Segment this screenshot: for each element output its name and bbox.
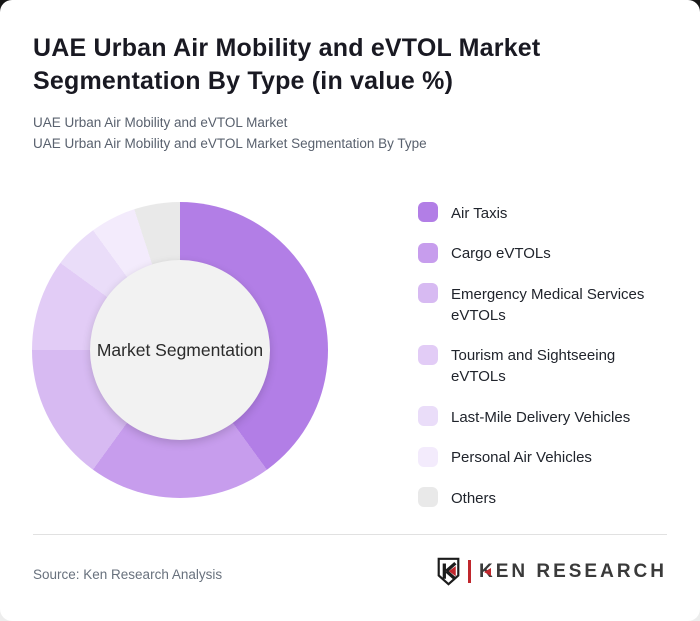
donut-center-label: Market Segmentation: [96, 339, 264, 360]
legend-label: Personal Air Vehicles: [451, 449, 592, 466]
legend-label: Others: [451, 489, 497, 507]
brand-label: KEN RESEARCH: [478, 560, 667, 582]
legend-item: Tourism and Sightseeing eVTOLs: [418, 344, 666, 388]
logo-divider-bar: [467, 560, 471, 583]
legend-item: Last-Mile Delivery Vehicles: [418, 406, 666, 428]
legend-swatch: [418, 242, 438, 263]
legend-item: Cargo eVTOLs: [418, 242, 666, 265]
legend-item: Personal Air Vehicles: [418, 446, 666, 469]
ken-research-logo: KEN RESEARCH: [436, 557, 667, 586]
legend-label: Cargo eVTOLs: [451, 245, 551, 262]
legend-item: Emergency Medical Services eVTOLs: [418, 283, 666, 326]
legend-swatch: [418, 487, 438, 507]
legend-item: Others: [418, 487, 666, 509]
brand-text: KEN RESEARCH: [479, 561, 667, 583]
legend-swatch: [418, 344, 438, 365]
legend-label: Emergency Medical Services eVTOLs: [451, 285, 645, 324]
chart-legend: Air Taxis Cargo eVTOLs Emergency Medical…: [418, 202, 666, 509]
subtitle-block: UAE Urban Air Mobility and eVTOL Market …: [33, 112, 427, 154]
legend-label: Air Taxis: [451, 204, 508, 222]
legend-item: Air Taxis: [418, 202, 666, 224]
page-title: UAE Urban Air Mobility and eVTOL Market …: [33, 34, 541, 95]
legend-swatch: [418, 283, 438, 303]
legend-swatch: [418, 202, 438, 222]
ken-shield-icon: [437, 557, 460, 586]
donut-chart: Market Segmentation: [32, 202, 328, 498]
donut-center: Market Segmentation: [90, 260, 270, 440]
subtitle-line-2: UAE Urban Air Mobility and eVTOL Market …: [33, 136, 427, 151]
subtitle-line-1: UAE Urban Air Mobility and eVTOL Market: [33, 115, 288, 130]
footer-divider: [33, 534, 667, 535]
legend-swatch: [418, 446, 438, 467]
source-text: Source: Ken Research Analysis: [33, 567, 223, 582]
brand-k-red-triangle-icon: [484, 567, 492, 576]
legend-swatch: [418, 406, 438, 426]
legend-label: Tourism and Sightseeing eVTOLs: [451, 347, 616, 385]
legend-label: Last-Mile Delivery Vehicles: [451, 408, 631, 426]
